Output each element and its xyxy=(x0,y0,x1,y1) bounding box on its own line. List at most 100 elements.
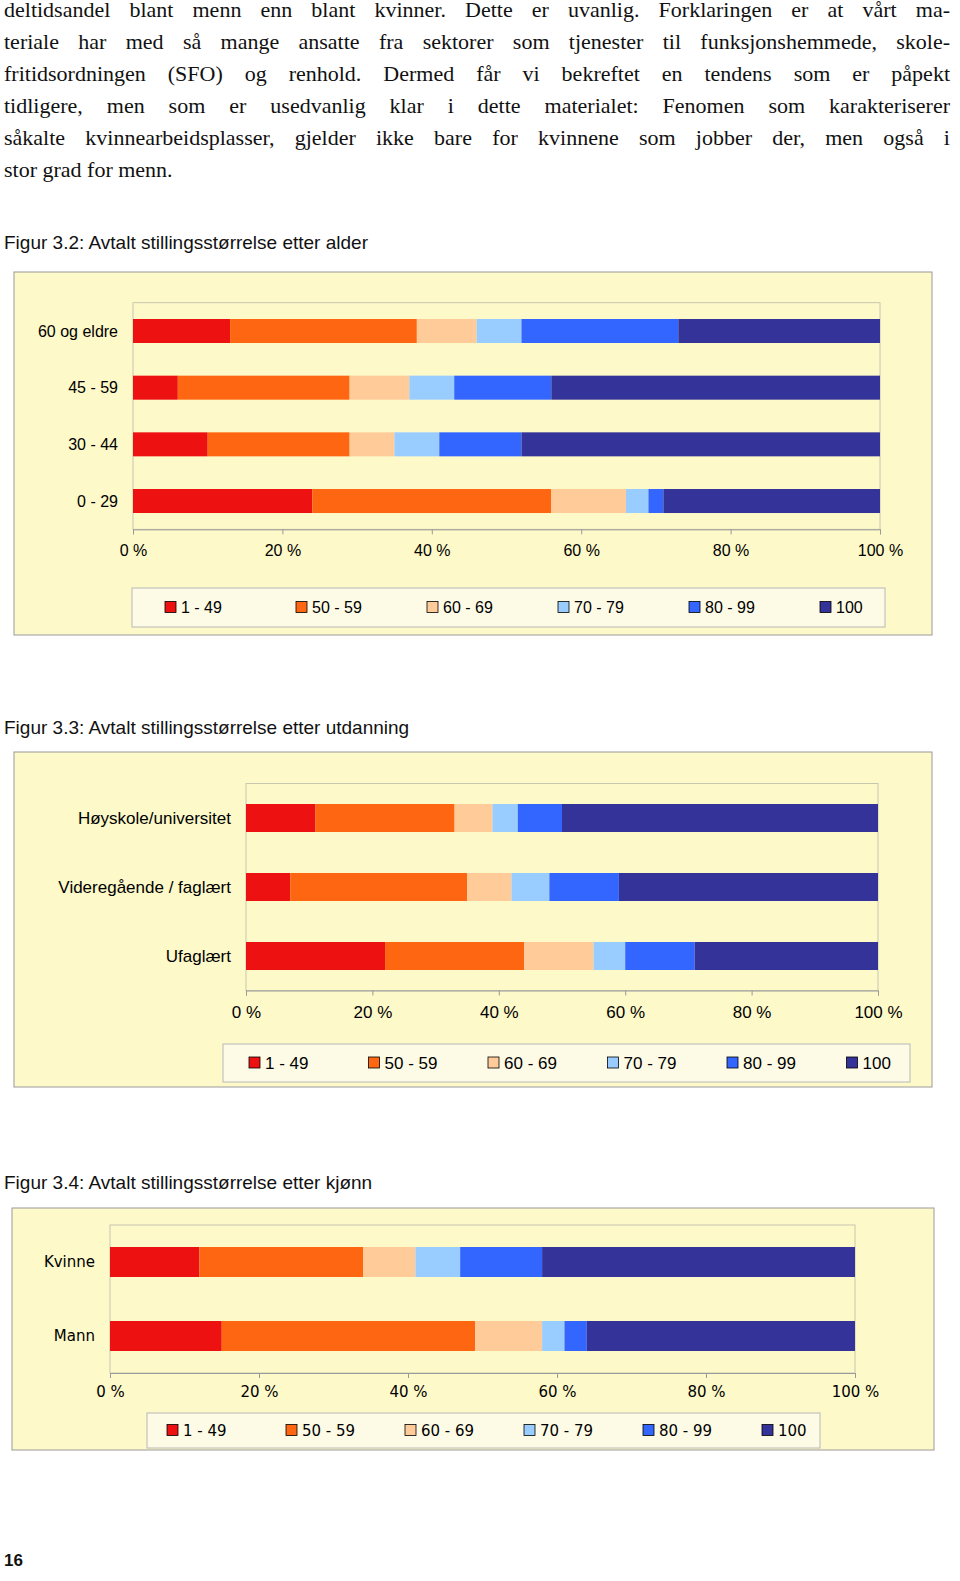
category-label: Kvinne xyxy=(44,1253,95,1271)
tick: 80 % xyxy=(687,1373,725,1401)
bars xyxy=(246,804,878,970)
tick: 40 % xyxy=(389,1373,427,1401)
bar-segment xyxy=(562,804,878,832)
bar-segment xyxy=(619,873,878,901)
tick-label: 40 % xyxy=(389,1383,427,1401)
category-label: 45 - 59 xyxy=(68,379,118,396)
legend-label: 100 xyxy=(836,599,863,616)
bar-segment xyxy=(477,319,522,343)
legend-swatch xyxy=(427,602,438,613)
axis-line xyxy=(247,991,879,996)
tick-label: 100 % xyxy=(854,1003,902,1022)
bar-segment xyxy=(439,432,521,456)
bar-segment xyxy=(625,942,695,970)
bar-segment xyxy=(199,1247,363,1277)
tick-label: 60 % xyxy=(538,1383,576,1401)
bar-segment xyxy=(460,1247,542,1277)
bar-segment xyxy=(133,489,312,513)
legend: 1 - 4950 - 5960 - 6970 - 7980 - 99100 xyxy=(132,588,885,627)
panel-background xyxy=(12,1208,934,1450)
figure-title: Figur 3.2: Avtalt stillingsstørrelse ett… xyxy=(4,232,369,253)
tick-label: 20 % xyxy=(354,1003,393,1022)
bars xyxy=(110,1247,855,1351)
legend-label: 50 - 59 xyxy=(312,599,362,616)
bar-segment xyxy=(350,432,395,456)
legend-swatch xyxy=(296,602,307,613)
legend-label: 60 - 69 xyxy=(504,1054,557,1073)
tick: 60 % xyxy=(563,529,599,558)
bar-segment xyxy=(521,432,880,456)
bar-segment xyxy=(521,319,678,343)
legend-label: 1 - 49 xyxy=(181,599,222,616)
tick-mark xyxy=(706,1373,707,1378)
paragraph-line: fritidsordningen (SFO) og renhold. Derme… xyxy=(4,58,950,90)
tick-mark xyxy=(133,529,134,534)
tick-label: 20 % xyxy=(240,1383,278,1401)
category-label: Høyskole/universitet xyxy=(78,809,231,828)
figure-title: Figur 3.3: Avtalt stillingsstørrelse ett… xyxy=(4,717,409,738)
tick-label: 80 % xyxy=(687,1383,725,1401)
bar-segment xyxy=(695,942,878,970)
tick: 100 % xyxy=(858,529,903,558)
legend-label: 70 - 79 xyxy=(624,1054,677,1073)
tick: 20 % xyxy=(354,991,393,1022)
tick-mark xyxy=(372,991,373,996)
bar-segment xyxy=(208,432,350,456)
axis-line xyxy=(134,530,881,535)
paragraph-line: teriale har med så mange ansatte fra sek… xyxy=(4,26,950,58)
plot-frame xyxy=(246,784,878,991)
legend-swatch xyxy=(820,602,831,613)
tick: 60 % xyxy=(606,991,645,1022)
bar-segment xyxy=(524,942,594,970)
tick: 20 % xyxy=(240,1373,278,1401)
figures: Figur 3.2: Avtalt stillingsstørrelse ett… xyxy=(0,0,960,1581)
plot-frame xyxy=(110,1225,855,1373)
legend-label: 1 - 49 xyxy=(183,1422,227,1440)
legend-swatch xyxy=(369,1057,380,1068)
figure-title: Figur 3.4: Avtalt stillingsstørrelse ett… xyxy=(4,1172,372,1193)
tick-mark xyxy=(110,1373,111,1378)
tick-label: 0 % xyxy=(96,1383,125,1401)
bar-segment xyxy=(133,376,178,400)
bar-segment xyxy=(417,319,477,343)
legend-swatch xyxy=(405,1425,416,1436)
chart: Figur 3.3: Avtalt stillingsstørrelse ett… xyxy=(4,717,932,1087)
tick-label: 80 % xyxy=(733,1003,772,1022)
bar-segment xyxy=(475,1321,542,1351)
tick: 60 % xyxy=(538,1373,576,1401)
category-label: 30 - 44 xyxy=(68,436,118,453)
chart: Figur 3.4: Avtalt stillingsstørrelse ett… xyxy=(4,1172,934,1450)
legend-label: 60 - 69 xyxy=(421,1422,474,1440)
legend: 1 - 4950 - 5960 - 6970 - 7980 - 99100 xyxy=(223,1044,910,1082)
legend-swatch xyxy=(286,1425,297,1436)
bar-segment xyxy=(316,804,455,832)
panel-background xyxy=(14,752,932,1087)
category-label: Ufaglært xyxy=(166,947,231,966)
bar-segment xyxy=(542,1247,855,1277)
tick: 0 % xyxy=(96,1373,125,1401)
paragraph-line: stor grad for menn. xyxy=(4,154,950,186)
tick-mark xyxy=(855,1373,856,1378)
bar-segment xyxy=(648,489,663,513)
bar-segment xyxy=(454,376,551,400)
bar-segment xyxy=(409,376,454,400)
tick-label: 20 % xyxy=(265,542,301,559)
panel-background xyxy=(14,272,932,635)
paragraph-line: tidligere, men som er usedvanlig klar i … xyxy=(4,90,950,122)
bar-segment xyxy=(542,1321,564,1351)
legend-swatch xyxy=(762,1425,773,1436)
bar-segment xyxy=(551,376,880,400)
x-axis: 0 %20 %40 %60 %80 %100 % xyxy=(232,991,903,1022)
tick-mark xyxy=(432,529,433,534)
tick-mark xyxy=(625,991,626,996)
legend-label: 100 xyxy=(778,1422,807,1440)
bar-segment xyxy=(394,432,439,456)
bar-segment xyxy=(415,1247,460,1277)
bar-segment xyxy=(511,873,549,901)
category-label: Mann xyxy=(54,1327,95,1345)
legend-label: 80 - 99 xyxy=(659,1422,712,1440)
bar-segment xyxy=(110,1321,222,1351)
tick-mark xyxy=(499,991,500,996)
tick: 100 % xyxy=(854,991,902,1022)
legend-box xyxy=(132,588,885,627)
